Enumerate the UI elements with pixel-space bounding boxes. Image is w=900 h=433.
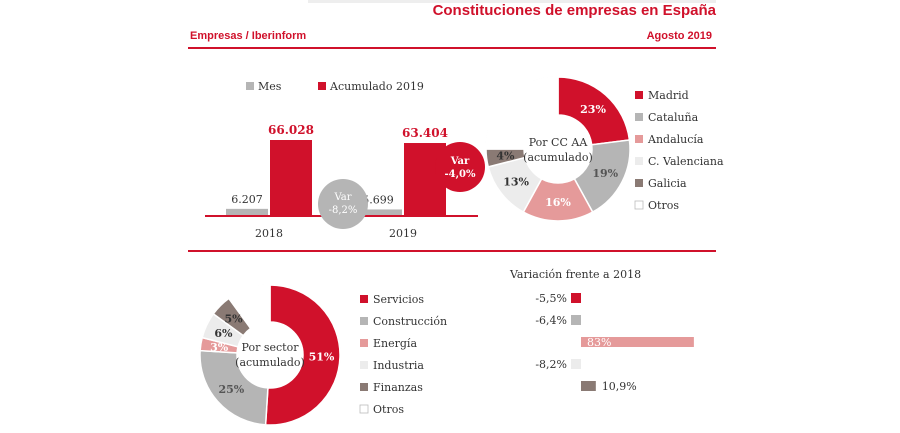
sector-label-industria: 6% — [214, 327, 233, 340]
ccaa-legend-label-otros: Otros — [648, 199, 679, 212]
sector-label-construcci-n: 25% — [218, 383, 244, 396]
variation-bar-finanzas — [581, 381, 596, 391]
sector-label-energ-a: 3% — [210, 341, 229, 354]
sector-legend-label-industria: Industria — [373, 359, 424, 372]
donut-chart-sector: Por sector (acumulado) 51% 25% 3%6%5% Serv… — [199, 284, 447, 426]
var-badge-mes-title: Var — [333, 192, 351, 203]
sector-legend-label-energ-a: Energía — [373, 337, 417, 350]
ccaa-legend-swatch-c-valenciana — [635, 157, 643, 165]
variation-bar-construcci-n — [571, 315, 581, 325]
top-rule — [308, 0, 716, 3]
sector-legend-swatch-servicios — [360, 295, 368, 303]
header-rule — [188, 47, 716, 49]
var-badge-acumulado-title: Var — [450, 156, 470, 167]
bar-chart-mes-acumulado: Mes Acumulado 2019 6.207 66.028 5.699 63… — [205, 80, 485, 240]
bar-label-2019-acumulado: 63.404 — [402, 126, 448, 140]
variation-label-construcci-n: -6,4% — [535, 314, 567, 327]
ccaa-label-galicia: 4% — [496, 150, 515, 163]
sector-legend-label-finanzas: Finanzas — [373, 381, 423, 394]
source-label: Empresas / Iberinform — [190, 30, 307, 42]
ccaa-label-c-valenciana: 13% — [503, 175, 529, 188]
donut-sector-hole — [237, 322, 303, 388]
variation-label-industria: -8,2% — [535, 358, 567, 371]
sector-label-finanzas: 5% — [225, 313, 244, 326]
ccaa-legend-swatch-galicia — [635, 179, 643, 187]
donut-chart-ccaa: Por CC AA (acumulado) 23% 19% 16% 13% 4% Mad… — [485, 76, 724, 222]
x-tick-2019: 2019 — [389, 227, 417, 240]
sector-legend-swatch-otros — [359, 404, 369, 414]
var-badge-mes — [318, 179, 368, 229]
ccaa-legend-swatch-otros — [634, 200, 644, 210]
sector-legend-swatch-energ-a — [360, 339, 368, 347]
section-rule — [188, 250, 716, 252]
sector-legend-label-construcci-n: Construcción — [373, 315, 447, 328]
variation-bar-servicios — [571, 293, 581, 303]
x-tick-2018: 2018 — [255, 227, 283, 240]
ccaa-legend-label-galicia: Galicia — [648, 177, 687, 190]
ccaa-label-madrid: 23% — [580, 103, 606, 116]
bar-label-2018-acumulado: 66.028 — [268, 123, 314, 137]
legend-swatch-acumulado — [318, 82, 326, 90]
legend-swatch-mes — [246, 82, 254, 90]
ccaa-legend-swatch-andaluc-a — [635, 135, 643, 143]
variation-chart: Variación frente a 2018 -5,5% -6,4% 83% -8,… — [509, 268, 694, 393]
ccaa-legend-label-catalu-a: Cataluña — [648, 111, 699, 124]
var-badge-acumulado-value: -4,0% — [444, 169, 476, 180]
donut-ccaa-hole — [524, 115, 592, 183]
ccaa-label-andaluc-a: 16% — [545, 196, 571, 209]
ccaa-legend-swatch-madrid — [635, 91, 643, 99]
variation-label-energ-a: 83% — [587, 336, 611, 349]
variation-bar-industria — [571, 359, 581, 369]
sector-slice-otros — [227, 284, 271, 330]
sector-legend-label-otros: Otros — [373, 403, 404, 416]
sector-label-servicios: 51% — [309, 351, 335, 364]
sector-legend-swatch-construcci-n — [360, 317, 368, 325]
legend-label-acumulado: Acumulado 2019 — [329, 80, 424, 93]
sector-legend-swatch-industria — [360, 361, 368, 369]
bar-2018-mes — [226, 208, 268, 216]
donut-ccaa-center-line1: Por CC AA — [529, 136, 589, 149]
donut-ccaa-center-line2: (acumulado) — [523, 151, 593, 164]
donut-sector-center-line2: (acumulado) — [235, 356, 305, 369]
ccaa-legend-swatch-catalu-a — [635, 113, 643, 121]
ccaa-legend-label-c-valenciana: C. Valenciana — [648, 155, 724, 168]
variation-bar-energ-a — [581, 337, 694, 347]
page-title: Constituciones de empresas en España — [432, 2, 716, 19]
bar-label-2018-mes: 6.207 — [231, 193, 263, 206]
bar-2019-mes — [360, 209, 402, 216]
donut-sector-center-line1: Por sector — [242, 341, 300, 354]
ccaa-legend-label-madrid: Madrid — [648, 89, 689, 102]
ccaa-legend-label-andaluc-a: Andalucía — [647, 133, 704, 146]
var-badge-acumulado — [435, 142, 485, 192]
bar-label-2019-mes: 5.699 — [362, 193, 394, 206]
ccaa-label-catalu-a: 19% — [592, 167, 618, 180]
variation-label-servicios: -5,5% — [535, 292, 567, 305]
legend-label-mes: Mes — [258, 80, 282, 93]
var-badge-mes-value: -8,2% — [329, 205, 358, 216]
variation-label-finanzas: 10,9% — [602, 380, 637, 393]
sector-legend-swatch-finanzas — [360, 383, 368, 391]
bar-2018-acumulado — [270, 140, 312, 216]
date-label: Agosto 2019 — [646, 30, 712, 42]
sector-legend-label-servicios: Servicios — [373, 293, 424, 306]
variation-title: Variación frente a 2018 — [509, 268, 641, 281]
